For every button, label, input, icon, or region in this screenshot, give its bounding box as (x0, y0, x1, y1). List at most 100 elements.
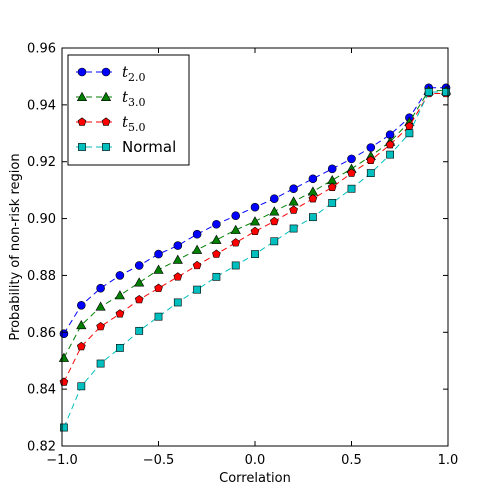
series-line (63, 92, 447, 383)
series-layer (58, 83, 452, 432)
data-point (289, 184, 298, 194)
data-point (386, 150, 394, 159)
data-point (269, 194, 279, 203)
legend-label: t5.0 (122, 113, 146, 134)
data-point (60, 423, 68, 432)
data-point (115, 271, 125, 280)
x-tick-label: −0.5 (143, 453, 175, 468)
data-point (96, 283, 105, 293)
y-tick-label: 0.86 (27, 326, 56, 341)
data-point (366, 169, 375, 177)
data-point (191, 244, 203, 254)
data-point (249, 216, 261, 226)
legend-marker (100, 91, 112, 101)
data-point (96, 359, 105, 368)
data-point (212, 249, 221, 258)
data-point (424, 88, 433, 96)
data-point (154, 283, 163, 292)
data-point (173, 272, 183, 281)
data-point (77, 382, 86, 391)
x-tick-label: 0.0 (245, 453, 266, 468)
data-point (192, 260, 202, 270)
y-tick-label: 0.88 (27, 269, 56, 284)
legend-item: t3.0 (76, 88, 146, 109)
legend-marker (102, 143, 110, 151)
data-point (231, 261, 240, 270)
legend-marker (76, 91, 88, 101)
ticks-layer: −1.0 −0.5 0.0 0.5 1.0 0.82 0.84 0.86 0.88 0.90 0.9… (27, 42, 458, 469)
legend-marker (101, 67, 111, 77)
legend-label: t2.0 (122, 63, 146, 84)
data-point (289, 205, 298, 214)
x-axis-label: Correlation (219, 471, 291, 486)
data-point (270, 237, 279, 246)
data-point (327, 164, 337, 174)
data-point (95, 301, 106, 311)
data-point (231, 238, 241, 247)
legend-marker (101, 117, 111, 126)
legend-marker (78, 143, 86, 151)
data-point (269, 206, 280, 216)
legend-label: Normal (122, 138, 176, 156)
legend-label-subscript: 2.0 (128, 71, 146, 84)
data-point (231, 211, 240, 221)
data-point (134, 277, 145, 287)
y-tick-label: 0.94 (27, 98, 56, 113)
legend-marker (77, 117, 87, 126)
data-point (366, 155, 376, 164)
data-point (77, 300, 86, 310)
legend-label-subscript: 5.0 (128, 121, 146, 134)
y-axis-label: Probability of non-risk region (8, 153, 23, 340)
data-point (230, 224, 241, 234)
data-point (327, 182, 337, 191)
data-point (153, 264, 164, 274)
data-point (76, 341, 86, 351)
data-point (173, 241, 183, 250)
series-0 (59, 83, 451, 339)
legend-item: t5.0 (76, 113, 146, 134)
data-point (250, 226, 260, 236)
data-point (347, 154, 356, 164)
data-point (366, 143, 376, 152)
data-point (211, 234, 222, 244)
data-point (116, 344, 124, 352)
data-point (193, 285, 201, 294)
data-point (328, 199, 337, 207)
legend-label-subscript: 3.0 (128, 96, 146, 109)
legend-label-main: t (122, 63, 129, 81)
data-point (173, 298, 182, 307)
legend-item: t2.0 (76, 63, 146, 84)
data-point (135, 326, 144, 335)
data-point (308, 174, 318, 184)
legend-item: Normal (76, 138, 176, 156)
x-tick-label: 1.0 (438, 453, 459, 468)
data-point (288, 196, 299, 206)
legend-label-main: t (122, 88, 129, 106)
legend-label: t3.0 (122, 88, 146, 109)
data-point (115, 309, 125, 318)
data-point (154, 312, 163, 321)
data-point (76, 319, 87, 330)
data-point (59, 329, 69, 339)
legend-marker (77, 67, 87, 77)
data-point (308, 213, 317, 222)
x-tick-label: −1.0 (46, 453, 78, 468)
data-point (192, 229, 202, 239)
y-tick-label: 0.90 (27, 212, 56, 227)
data-point (385, 140, 395, 149)
data-point (308, 194, 318, 203)
data-point (96, 322, 105, 331)
data-point (289, 224, 298, 233)
y-tick-label: 0.92 (27, 155, 56, 170)
y-tick-label: 0.82 (27, 440, 56, 455)
series-3 (60, 88, 450, 432)
series-1 (58, 85, 452, 362)
y-tick-label: 0.84 (27, 383, 56, 398)
data-point (212, 219, 221, 229)
data-point (347, 184, 356, 193)
x-tick-label: 0.5 (341, 453, 362, 468)
data-point (250, 202, 260, 212)
